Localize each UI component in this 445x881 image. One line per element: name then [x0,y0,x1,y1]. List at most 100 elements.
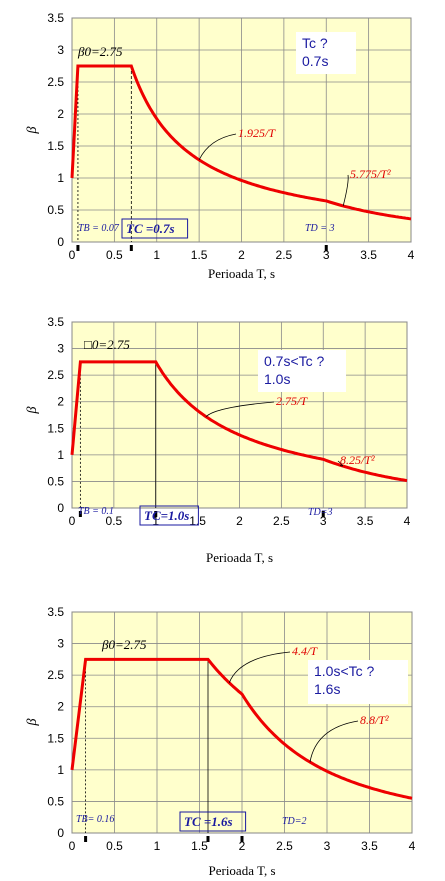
tc-label: TC =1.6s [184,814,233,829]
y-tick-label: 0.5 [47,474,64,488]
period-marker [84,836,88,842]
x-tick-label: 2.5 [273,514,290,528]
tc-label: TC =0.7s [126,221,175,236]
x-tick-label: 0 [69,248,76,262]
spectrum-chart-tc-1-0: 0 0.5 1 1.5 2 2.5 3 3.5 4 0 0.5 1 1.5 2 2.5 3 3.5 Perioad… [25,315,411,565]
y-tick-label: 3 [57,637,64,651]
period-marker [129,245,133,251]
tb-label: TB = 0.07 [78,223,120,234]
x-tick-label: 0.5 [106,248,123,262]
x-tick-label: 0 [69,514,76,528]
y-tick-label: 1.5 [47,421,64,435]
branch1-leader [228,651,291,683]
tb-label: TB= 0.16 [76,814,114,825]
x-tick-label: 2.5 [276,248,293,262]
x-tick-label: 2.5 [276,839,293,853]
branch2-label: 5.775/T² [350,167,391,181]
y-tick-label: 3.5 [47,315,64,329]
x-tick-label: 1 [154,839,161,853]
y-tick-label: 0 [57,826,64,840]
td-label: TD = 3 [305,223,335,234]
x-tick-label: 1 [152,514,159,528]
period-marker [76,245,80,251]
info-box-line: 1.0s [264,371,290,387]
branch2-leader [337,460,343,467]
period-marker [321,511,325,517]
x-tick-label: 2 [236,514,243,528]
info-box [258,350,346,392]
x-axis-label: Perioada T, s [208,863,275,878]
info-box-line: 1.0s<Tc ? [314,663,375,679]
spectrum-chart-tc-1-6: 0 0.5 1 1.5 2 2.5 3 3.5 4 0 0.5 1 1.5 2 2.5 3 3.5 Perioad… [25,605,416,878]
tc-label-box [139,505,199,526]
y-tick-label: 0 [57,501,64,515]
x-tick-label: 3 [324,839,331,853]
period-marker [324,245,328,251]
x-tick-label: 4 [409,839,416,853]
info-box [296,32,356,74]
y-tick-label: 2.5 [47,668,64,682]
y-tick-label: 1.5 [47,139,64,153]
y-tick-label: 2 [57,395,64,409]
x-tick-label: 3 [323,248,330,262]
y-tick-label: 2.5 [47,368,64,382]
tc-label-box [179,811,247,832]
branch1-leader [198,133,237,161]
y-axis-label: β [25,406,40,414]
y-axis-label: β [25,126,40,134]
x-axis-label: Perioada T, s [206,550,273,565]
y-tick-label: 0 [57,235,64,249]
beta0-label: β0=2.75 [77,44,123,59]
branch2-label: 8.8/T² [360,713,389,727]
spectrum-curve [70,360,408,483]
branch2-leader [309,720,359,763]
info-box [308,660,408,704]
x-tick-label: 3 [320,514,327,528]
y-tick-label: 2 [57,700,64,714]
x-tick-label: 2 [238,248,245,262]
branch1-label: 4.4/T [292,644,318,658]
x-tick-label: 1.5 [191,248,208,262]
period-marker [78,511,82,517]
period-marker [206,836,210,842]
x-tick-label: 3.5 [357,514,374,528]
tc-label: TC=1.0s [144,508,189,523]
td-label: TD=3 [308,507,333,518]
x-tick-label: 3.5 [361,839,378,853]
beta0-label: β0=2.75 [101,637,147,652]
branch1-label: 2.75/T [276,394,308,408]
info-box-line: Tc ? [302,35,328,51]
y-tick-label: 1 [57,171,64,185]
x-tick-label: 3.5 [360,248,377,262]
y-tick-label: 1.5 [47,731,64,745]
branch2-leader [342,174,349,207]
x-tick-label: 0.5 [106,514,123,528]
branch2-label: 8.25/T² [340,453,375,467]
y-tick-label: 1 [57,448,64,462]
tb-label: TB = 0.1 [78,506,114,517]
y-tick-label: 0.5 [47,794,64,808]
spectrum-curve [70,657,413,800]
x-tick-label: 1.5 [191,839,208,853]
spectrum-curve [70,64,412,221]
x-tick-label: 0 [69,839,76,853]
y-tick-label: 2 [57,107,64,121]
y-tick-label: 3.5 [47,11,64,25]
beta0-label: □0=2.75 [84,337,130,352]
period-marker [240,836,244,842]
x-tick-label: 4 [404,514,411,528]
y-tick-label: 2.5 [47,75,64,89]
info-box-line: 1.6s [314,681,340,697]
y-tick-label: 1 [57,763,64,777]
info-box-line: 0.7s<Tc ? [264,353,325,369]
branch1-leader [205,401,275,417]
x-tick-label: 1.5 [189,514,206,528]
spectrum-chart-tc-0-7: 0 0.5 1 1.5 2 2.5 3 3.5 4 0 0.5 1 1.5 2 2.5 3 3.5 Perioad… [25,11,415,281]
x-tick-label: 0.5 [106,839,123,853]
period-marker [154,511,158,517]
x-axis-label: Perioada T, s [208,266,275,281]
y-axis-label: β [25,718,40,726]
x-tick-label: 2 [239,839,246,853]
info-box-line: 0.7s [302,53,328,69]
tc-label-box [121,218,189,239]
